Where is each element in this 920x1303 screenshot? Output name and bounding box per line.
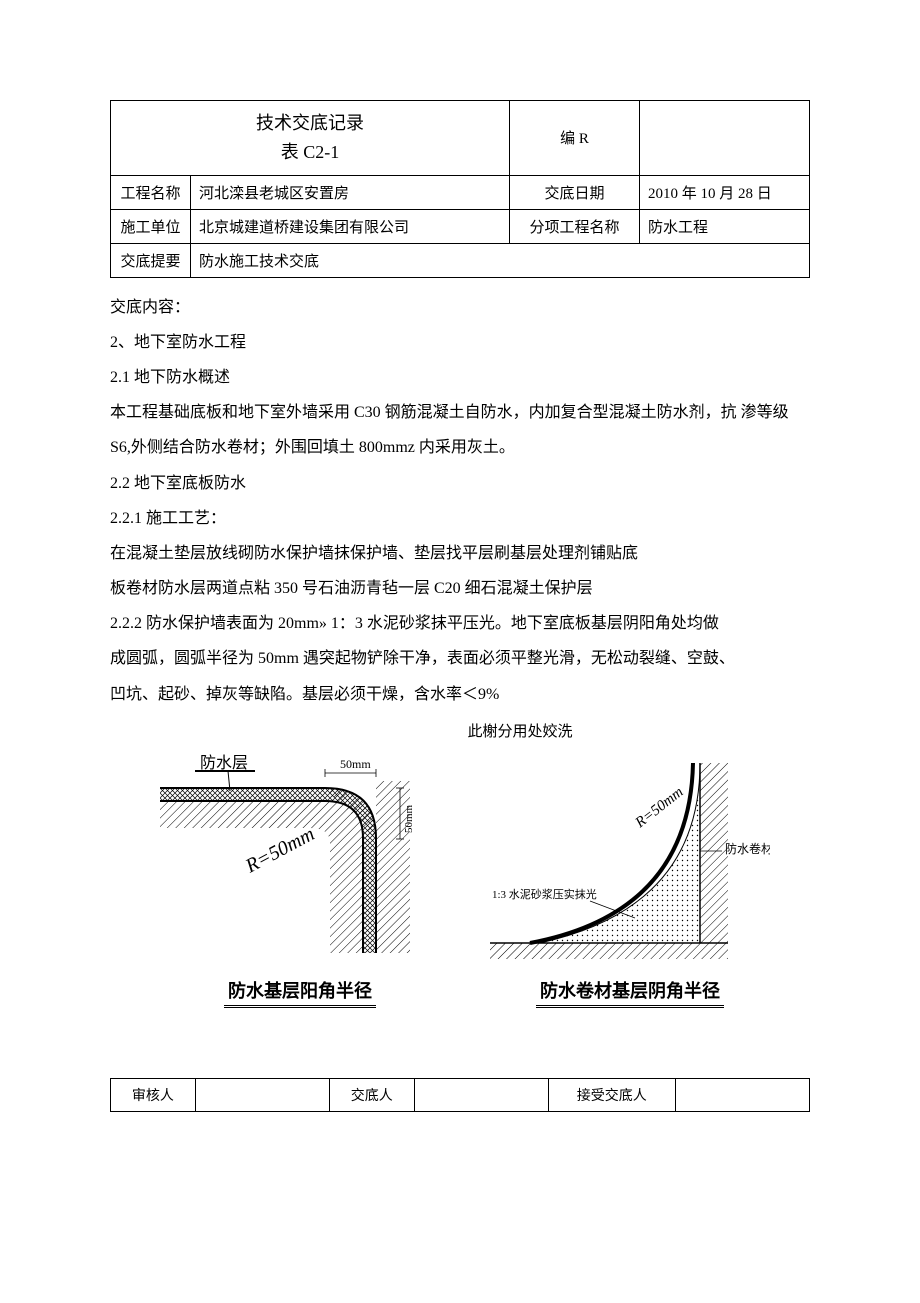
bian-label: 编 R (510, 101, 640, 176)
diagram-left: 防水层 50mm R=50mm (150, 743, 450, 1008)
row1-date-label: 交底日期 (510, 175, 640, 209)
title-cell: 技术交底记录 表 C2-1 (111, 101, 510, 176)
label-mat: 防水卷材 (725, 841, 770, 856)
diagram-right-svg: R=50mm 防水卷材 1:3 水泥砂浆压实抹光 (490, 763, 770, 973)
row2-sub-value: 防水工程 (640, 209, 810, 243)
sig-col2-label: 交底人 (329, 1078, 414, 1111)
content-line: 成圆弧，圆弧半径为 50mm 遇突起物铲除干净，表面必须平整光滑，无松动裂缝、空… (110, 641, 810, 676)
row2-value: 北京城建道桥建设集团有限公司 (191, 209, 510, 243)
diagram-left-svg: 防水层 50mm R=50mm (150, 743, 450, 973)
signature-table: 审核人 交底人 接受交底人 (110, 1078, 810, 1112)
content-line: 在混凝土垫层放线砌防水保护墙抹保护墙、垫层找平层刷基层处理剂铺贴底 (110, 536, 810, 571)
content-line: 2.2.2 防水保护墙表面为 20mm» 1：3 水泥砂浆抹平压光。地下室底板基… (110, 606, 810, 641)
row1-label: 工程名称 (111, 175, 191, 209)
row1-date-value: 2010 年 10 月 28 日 (640, 175, 810, 209)
diagram-section: 此榭分用处姣洗 防水层 50mm (110, 720, 810, 1008)
sig-col2-blank (414, 1078, 548, 1111)
row1-value: 河北滦县老城区安置房 (191, 175, 510, 209)
content-line: 2.1 地下防水概述 (110, 360, 810, 395)
label-r-right: R=50mm (632, 784, 687, 832)
diagram-row: 防水层 50mm R=50mm (110, 743, 810, 1008)
sig-col3-blank (675, 1078, 809, 1111)
content-intro: 交底内容： (110, 290, 810, 325)
content-line: 2.2.1 施工工艺： (110, 501, 810, 536)
label-mortar: 1:3 水泥砂浆压实抹光 (492, 887, 597, 901)
diagram-left-caption: 防水基层阳角半径 (224, 977, 376, 1008)
content-line: 凹坑、起砂、掉灰等缺陷。基层必须干燥，含水率＜9% (110, 677, 810, 712)
content-line: S6,外侧结合防水卷材；外围回填土 800mmz 内采用灰土。 (110, 430, 810, 465)
label-fsc: 防水层 (200, 754, 248, 772)
label-r-left: R=50mm (241, 823, 318, 878)
title-line2: 表 C2-1 (281, 142, 340, 162)
row2-sub-label: 分项工程名称 (510, 209, 640, 243)
bian-value (640, 101, 810, 176)
content-line: 2、地下室防水工程 (110, 325, 810, 360)
content-line: 本工程基础底板和地下室外墙采用 C30 钢筋混凝土自防水，内加复合型混凝土防水剂… (110, 395, 810, 430)
sig-col1-label: 审核人 (111, 1078, 196, 1111)
row3-label: 交底提要 (111, 243, 191, 277)
content-line: 板卷材防水层两道点粘 350 号石油沥青毡一层 C20 细石混凝土保护层 (110, 571, 810, 606)
sig-col3-label: 接受交底人 (548, 1078, 675, 1111)
label-dim2: 50mm (403, 804, 415, 833)
row2-label: 施工单位 (111, 209, 191, 243)
title-line1: 技术交底记录 (256, 113, 364, 133)
sig-col1-blank (195, 1078, 329, 1111)
content-line: 2.2 地下室底板防水 (110, 466, 810, 501)
content-body: 交底内容： 2、地下室防水工程 2.1 地下防水概述 本工程基础底板和地下室外墙… (110, 290, 810, 712)
label-dim1: 50mm (340, 757, 371, 771)
row3-value: 防水施工技术交底 (191, 243, 810, 277)
diagram-right-caption: 防水卷材基层阴角半径 (536, 977, 724, 1008)
diagram-top-caption: 此榭分用处姣洗 (230, 720, 810, 741)
diagram-right: R=50mm 防水卷材 1:3 水泥砂浆压实抹光 防水卷材基层阴角半径 (490, 763, 770, 1008)
header-table: 技术交底记录 表 C2-1 编 R 工程名称 河北滦县老城区安置房 交底日期 2… (110, 100, 810, 278)
